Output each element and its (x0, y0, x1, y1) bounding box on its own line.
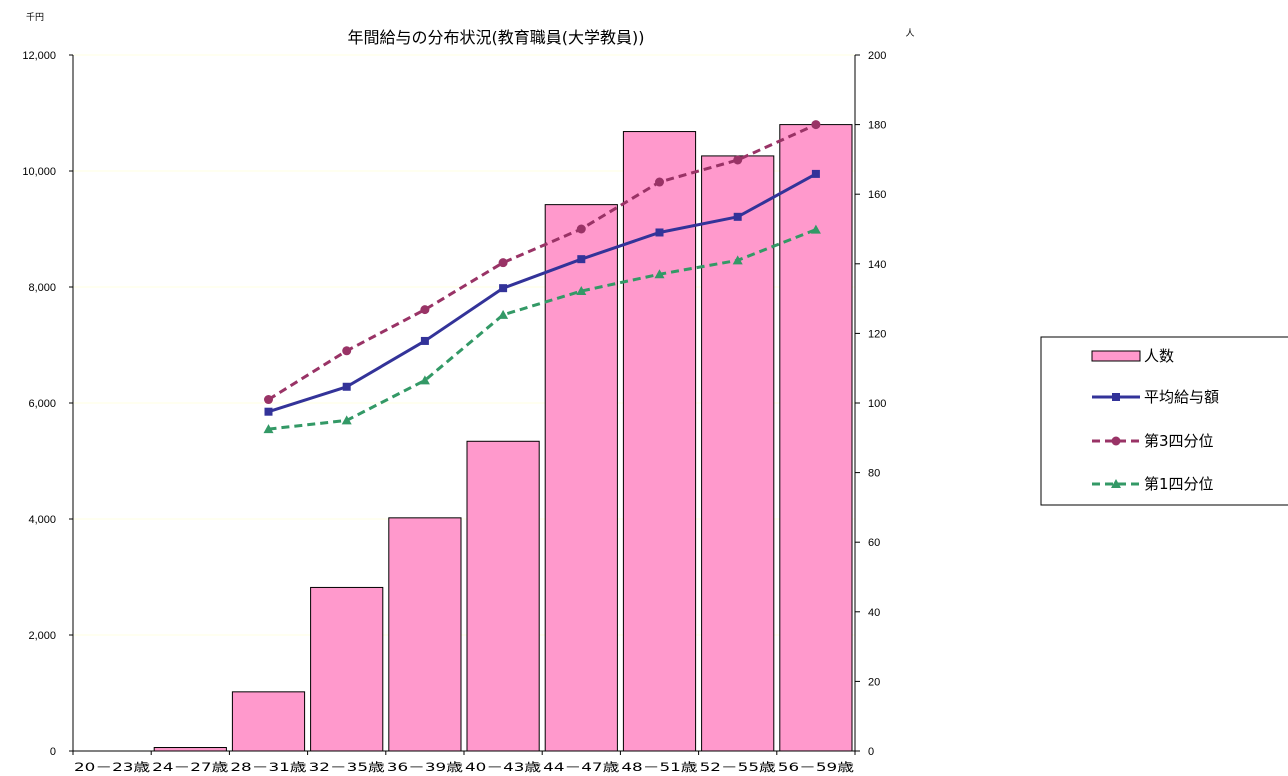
y-right-tick-label: 160 (868, 189, 886, 201)
series-line (267, 123, 817, 401)
x-ticks: 20－23歳 24－27歳 28－31歳 32－35歳 36－39歳 40－43歳 44－4… (72, 751, 856, 774)
series-line (268, 172, 817, 414)
point (811, 169, 820, 178)
point (420, 305, 430, 315)
point (655, 228, 664, 237)
bar (779, 124, 853, 752)
bar (231, 691, 306, 752)
y-right-tick-label: 40 (868, 607, 880, 619)
point (341, 415, 352, 425)
x-tick-label: 44－47歳 (543, 760, 620, 774)
point (263, 424, 274, 434)
legend-label: 平均給与額 (1144, 388, 1219, 406)
legend-label: 第1四分位 (1144, 475, 1214, 493)
point (342, 382, 351, 391)
legend-swatch (1091, 350, 1141, 362)
point (1111, 436, 1121, 446)
point (1111, 479, 1121, 488)
point (655, 177, 664, 187)
point (733, 155, 743, 165)
point (577, 255, 586, 264)
point (498, 309, 509, 319)
y-left-ticks: 0 2,000 4,000 6,000 8,000 10,000 12,000 (22, 50, 73, 758)
y-left-tick-label: 0 (50, 746, 56, 758)
y-right-tick-label: 60 (868, 537, 880, 549)
y-left-tick-label: 12,000 (22, 50, 56, 62)
legend-box (1040, 336, 1288, 506)
point (1112, 393, 1120, 401)
y-left-tick-label: 10,000 (22, 166, 56, 178)
y-right-tick-label: 80 (868, 468, 880, 480)
y-right-tick-label: 100 (868, 398, 886, 410)
x-tick-label: 40－43歳 (465, 760, 542, 774)
point (264, 407, 273, 416)
bar (701, 155, 775, 752)
point (264, 395, 273, 405)
y-left-tick-label: 2,000 (28, 630, 56, 642)
legend-item: 第1四分位 (1092, 475, 1214, 493)
x-tick-label: 20－23歳 (74, 760, 151, 774)
bars (153, 124, 853, 752)
point (420, 336, 429, 345)
y-left-tick-label: 6,000 (28, 398, 56, 410)
bar (466, 440, 540, 752)
bar (622, 131, 697, 752)
point (810, 224, 821, 234)
chart-title: 年間給与の分布状況(教育職員(大学教員)) (348, 28, 645, 47)
y-right-tick-label: 180 (868, 120, 886, 132)
point (419, 375, 430, 385)
x-tick-label: 56－59歳 (778, 760, 855, 774)
point (732, 255, 743, 265)
y-right-unit: 人 (905, 28, 914, 39)
bar (388, 517, 462, 752)
y-right-tick-label: 120 (868, 328, 886, 340)
point (499, 284, 508, 293)
y-right-ticks: 0 20 40 60 80 100 120 140 160 180 200 (855, 50, 886, 758)
legend-item: 人数 (1091, 347, 1174, 365)
x-tick-label: 48－51歳 (621, 760, 698, 774)
point (498, 258, 508, 268)
y-left-tick-label: 4,000 (28, 514, 56, 526)
y-right-tick-label: 20 (868, 676, 880, 688)
point (576, 286, 587, 296)
legend-item: 平均給与額 (1092, 388, 1219, 406)
series-line (268, 228, 817, 431)
lines (263, 120, 821, 434)
y-right-tick-label: 0 (868, 746, 874, 758)
x-tick-label: 32－35歳 (309, 760, 386, 774)
x-tick-label: 24－27歳 (152, 760, 229, 774)
legend-label: 第3四分位 (1144, 432, 1214, 450)
y-right-tick-label: 140 (868, 259, 886, 271)
y-left-unit: 千円 (26, 12, 44, 23)
x-tick-label: 52－55歳 (700, 760, 777, 774)
x-tick-label: 28－31歳 (230, 760, 307, 774)
point (342, 346, 352, 356)
point (576, 224, 586, 234)
bar (310, 586, 384, 752)
y-right-tick-label: 200 (868, 50, 886, 62)
point (733, 212, 742, 221)
legend-item: 第3四分位 (1092, 432, 1214, 450)
bar (153, 747, 227, 752)
legend-label: 人数 (1144, 347, 1174, 365)
x-tick-label: 36－39歳 (387, 760, 464, 774)
y-left-tick-label: 8,000 (28, 282, 56, 294)
point (654, 269, 665, 279)
point (811, 120, 821, 130)
